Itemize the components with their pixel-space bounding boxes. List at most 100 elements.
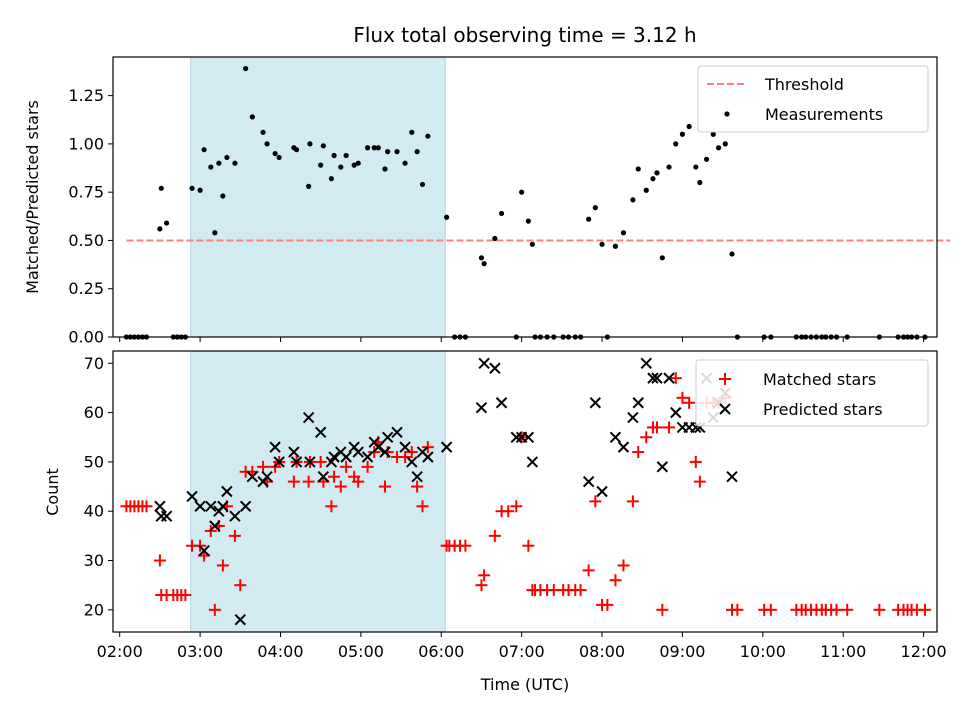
predicted-star-point (647, 372, 659, 384)
matched-star-point (314, 455, 327, 468)
measurement-point (710, 131, 716, 137)
predicted-star-point (229, 510, 241, 522)
matched-star-point (502, 505, 515, 518)
matched-star-point (216, 559, 229, 572)
bottom-plot-area (120, 357, 931, 626)
predicted-star-point (406, 456, 418, 468)
predicted-star-point (302, 411, 315, 424)
measurement-point (679, 131, 686, 137)
predicted-star-point (340, 451, 352, 463)
predicted-star-point (160, 510, 173, 522)
matched-star-point (522, 539, 535, 552)
predicted-star-point (670, 406, 682, 419)
predicted-star-point (198, 544, 210, 557)
measurement-point (394, 149, 400, 155)
top-y-axis-label: Matched/Predicted stars (23, 100, 42, 294)
predicted-star-point (726, 471, 738, 483)
matched-star-point (421, 441, 434, 454)
top-legend-box (697, 65, 929, 133)
measurement-point (264, 141, 270, 147)
x-tick-label: 11:00 (820, 642, 866, 661)
predicted-star-point (526, 456, 539, 468)
predicted-star-point (246, 471, 259, 483)
measurement-point (382, 166, 388, 172)
matched-star-point (488, 529, 501, 542)
measurement-point (686, 123, 692, 130)
top-plot-area (123, 65, 951, 340)
y-tick-label: 30 (84, 551, 104, 570)
bottom-legend: Matched stars Predicted stars (695, 359, 929, 427)
legend-predicted-label: Predicted stars (763, 400, 883, 419)
measurement-point (232, 160, 238, 166)
top-y-ticks: 0.00 0.25 0.50 0.75 1.00 1.25 (68, 86, 113, 347)
predicted-star-point (209, 520, 221, 532)
predicted-star-point (632, 397, 644, 409)
predicted-star-point (391, 426, 403, 439)
measurement-point (249, 114, 255, 120)
legend-predicted-swatch (719, 403, 731, 415)
measurement-point (419, 181, 426, 188)
measurement-point (243, 65, 249, 72)
predicted-star-point (651, 372, 663, 384)
bottom-panel: 20 30 40 50 60 70 02:00 03:00 04:00 05:00 06:00 07… (43, 350, 947, 694)
bottom-y-axis-label: Count (43, 468, 62, 516)
matched-star-point (683, 396, 696, 409)
predicted-star-point (640, 357, 652, 370)
matched-star-point (340, 460, 353, 473)
bottom-shaded-range (190, 350, 446, 633)
matched-star-point (153, 554, 166, 567)
measurement-point (586, 216, 592, 222)
measurement-point (425, 133, 431, 139)
predicted-star-point (422, 451, 434, 463)
x-tick-label: 05:00 (338, 642, 384, 661)
y-tick-label: 1.00 (68, 134, 104, 153)
measurement-point (163, 220, 170, 226)
predicted-star-point (627, 411, 639, 424)
predicted-star-point (290, 456, 303, 468)
predicted-star-point (372, 441, 384, 453)
measurement-point (693, 164, 699, 170)
matched-star-point (287, 475, 300, 488)
legend-measurements-swatch (724, 111, 730, 117)
measurement-point (343, 152, 349, 159)
predicted-star-point (273, 456, 285, 468)
predicted-star-point (239, 500, 252, 512)
bottom-axes-frame (112, 350, 938, 633)
measurement-point (307, 141, 313, 147)
y-tick-label: 40 (84, 502, 104, 521)
measurement-point (355, 160, 361, 166)
predicted-star-point (609, 431, 622, 443)
measurement-point (659, 255, 665, 261)
y-tick-label: 60 (84, 403, 104, 422)
measurement-point (318, 162, 324, 168)
measurement-point (201, 147, 207, 153)
x-tick-label: 03:00 (177, 642, 223, 661)
matched-star-point (689, 455, 702, 468)
matched-star-point (378, 480, 391, 493)
predicted-star-point (317, 471, 330, 483)
measurement-point (654, 170, 660, 176)
matched-star-point (830, 603, 843, 616)
measurement-point (643, 187, 649, 193)
y-tick-label: 1.25 (68, 86, 104, 105)
x-tick-label: 12:00 (901, 642, 947, 661)
matched-star-point (234, 579, 247, 592)
matched-star-point (405, 446, 418, 459)
measurement-point (666, 164, 672, 170)
measurement-point (208, 164, 214, 170)
matched-star-point (676, 391, 689, 404)
predicted-star-point (304, 456, 316, 468)
y-tick-label: 0.50 (68, 231, 104, 250)
measurement-point (481, 261, 487, 267)
predicted-star-point (617, 441, 630, 453)
measurement-point (375, 145, 381, 151)
matched-star-point (731, 603, 744, 616)
measurement-point (630, 197, 636, 203)
matched-star-point (228, 529, 241, 542)
x-axis-label: Time (UTC) (480, 675, 569, 694)
predicted-star-point (589, 397, 602, 409)
predicted-star-point (379, 446, 391, 458)
matched-star-point (663, 421, 676, 434)
bottom-x-ticks: 02:00 03:00 04:00 05:00 06:00 07:00 08:00 09:00… (97, 632, 947, 661)
